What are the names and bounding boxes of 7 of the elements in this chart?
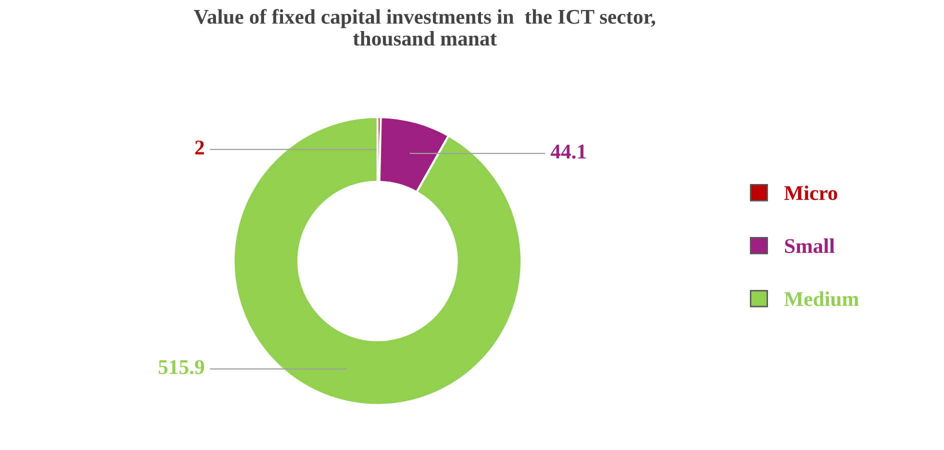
legend-label: Small <box>785 238 835 254</box>
data-label: 515.9 <box>158 360 204 374</box>
legend-label: Medium <box>784 291 859 306</box>
legend-label: Micro <box>784 185 838 200</box>
data-label: 2 <box>195 140 204 154</box>
data-label: 44.1 <box>550 144 586 159</box>
chart-title: Value of fixed capital investments in the ICT sector, thousand manat <box>194 9 656 46</box>
